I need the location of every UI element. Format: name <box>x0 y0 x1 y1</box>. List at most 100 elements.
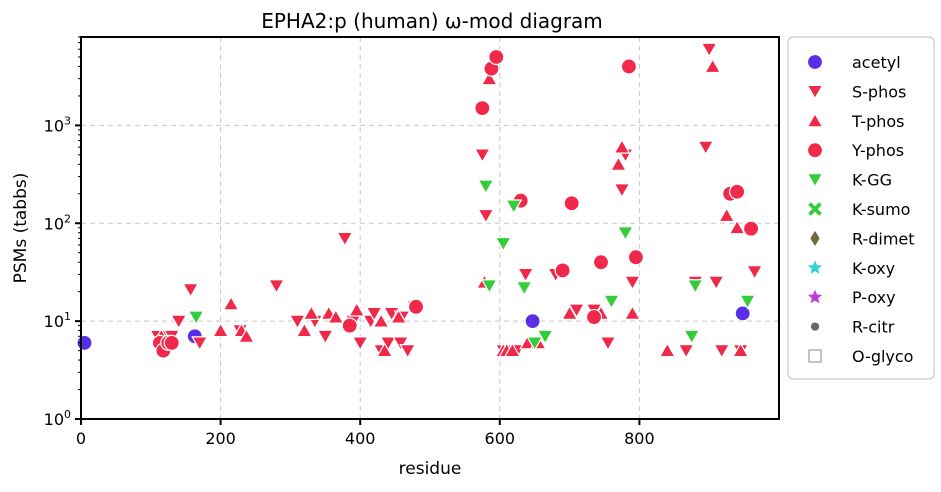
data-point-k-gg <box>739 294 757 310</box>
data-point-y-phos <box>163 334 180 351</box>
legend-label: Y-phos <box>851 141 904 160</box>
data-point-t-phos <box>222 295 240 311</box>
data-point-s-phos <box>599 336 617 352</box>
data-point-s-phos <box>568 303 586 319</box>
data-point-s-phos <box>477 208 495 224</box>
y-tick-label: 100 <box>44 408 71 429</box>
data-point-k-gg <box>683 329 701 345</box>
data-point-s-phos <box>697 140 715 156</box>
data-point-s-phos <box>351 336 369 352</box>
legend-marker-k-gg <box>806 173 824 188</box>
grid <box>81 37 779 419</box>
x-axis: 0 200 400 600 800 <box>76 419 655 448</box>
data-point-y-phos <box>620 58 638 75</box>
y-tick-label: 102 <box>44 212 71 233</box>
legend-marker-s-phos <box>806 84 824 100</box>
data-point-k-gg <box>187 310 205 326</box>
data-point-k-gg <box>602 294 621 310</box>
data-point-t-phos <box>613 138 631 154</box>
data-point-s-phos <box>517 267 535 283</box>
data-point-s-phos <box>336 231 354 247</box>
legend-marker-k-oxy <box>807 260 823 274</box>
data-point-s-phos <box>613 183 631 199</box>
data-point-y-phos <box>585 308 603 326</box>
data-point-t-phos <box>503 342 521 358</box>
data-point-t-phos <box>658 342 676 358</box>
data-point-y-phos <box>563 195 580 212</box>
legend-marker-r-dimet <box>810 230 820 246</box>
data-point-s-phos <box>392 336 410 352</box>
data-point-acetyl <box>524 313 541 330</box>
data-point-t-phos <box>718 207 736 223</box>
data-point-k-gg <box>477 179 495 195</box>
legend-label: K-oxy <box>852 259 895 278</box>
data-point-y-phos <box>729 183 746 200</box>
x-tick-label: 0 <box>76 429 86 448</box>
data-point-s-phos <box>677 343 695 359</box>
data-point-s-phos <box>170 314 188 330</box>
data-point-y-phos <box>592 254 610 271</box>
data-point-t-phos <box>704 58 722 74</box>
data-point-s-phos <box>713 343 731 359</box>
data-point-s-phos <box>700 42 718 58</box>
data-point-k-gg <box>616 226 634 242</box>
y-tick-label: 101 <box>44 310 71 331</box>
y-axis: 100 101 102 103 <box>44 36 81 429</box>
legend-marker-t-phos <box>806 112 824 128</box>
legend-marker-p-oxy <box>807 289 823 304</box>
data-point-t-phos <box>295 322 313 338</box>
x-axis-title: residue <box>399 459 462 479</box>
data-point-t-phos <box>732 342 750 358</box>
data-point-y-phos <box>554 262 571 279</box>
data-point-t-phos <box>609 155 627 171</box>
legend-marker-acetyl <box>806 53 824 71</box>
data-point-y-phos <box>627 249 645 266</box>
legend-marker-o-glyco <box>808 349 822 363</box>
legend-label: acetyl <box>852 53 901 72</box>
data-point-t-phos <box>302 305 320 320</box>
data-point-t-phos <box>237 327 255 343</box>
x-tick-label: 800 <box>624 429 655 448</box>
legend-marker-y-phos <box>806 142 824 159</box>
data-point-y-phos <box>407 298 425 315</box>
legend-label: P-oxy <box>852 288 896 307</box>
y-tick-label: 103 <box>44 114 71 135</box>
data-point-s-phos <box>267 279 285 295</box>
data-point-s-phos <box>707 275 725 291</box>
data-point-y-phos <box>474 100 491 117</box>
data-point-y-phos <box>341 317 358 334</box>
data-point-t-phos <box>561 305 579 320</box>
legend-label: R-citr <box>852 318 895 337</box>
legend-marker-r-citr <box>810 322 820 331</box>
legend-frame <box>787 36 935 380</box>
legend-label: R-dimet <box>852 229 915 248</box>
data-point-k-gg <box>494 236 512 252</box>
data-point-s-phos <box>399 343 417 359</box>
legend-label: O-glyco <box>852 347 913 366</box>
x-tick-label: 600 <box>485 429 516 448</box>
legend-label: K-GG <box>852 171 892 190</box>
data-point-k-gg <box>686 279 704 295</box>
data-point-t-phos <box>376 342 394 358</box>
legend-label: T-phos <box>851 112 905 131</box>
data-point-k-gg <box>526 336 544 352</box>
data-point-s-phos <box>191 336 209 352</box>
legend-label: S-phos <box>852 82 906 101</box>
data-point-s-phos <box>623 275 641 291</box>
data-point-s-phos <box>365 306 383 322</box>
data-point-t-phos <box>623 305 641 320</box>
y-axis-title: PSMs (tabbs) <box>11 173 31 284</box>
data-point-t-phos <box>372 312 390 328</box>
data-point-k-gg <box>505 199 523 215</box>
data-point-t-phos <box>327 308 345 324</box>
data-point-t-phos <box>480 70 498 86</box>
data-point-t-phos <box>390 308 408 324</box>
data-point-acetyl <box>734 305 751 322</box>
data-point-s-phos <box>473 148 491 164</box>
data-point-s-phos <box>746 265 764 281</box>
chart-title: EPHA2:p (human) ω-mod diagram <box>261 9 603 33</box>
data-point-s-phos <box>316 329 334 345</box>
x-tick-label: 200 <box>205 429 236 448</box>
data-point-y-phos <box>488 48 505 66</box>
